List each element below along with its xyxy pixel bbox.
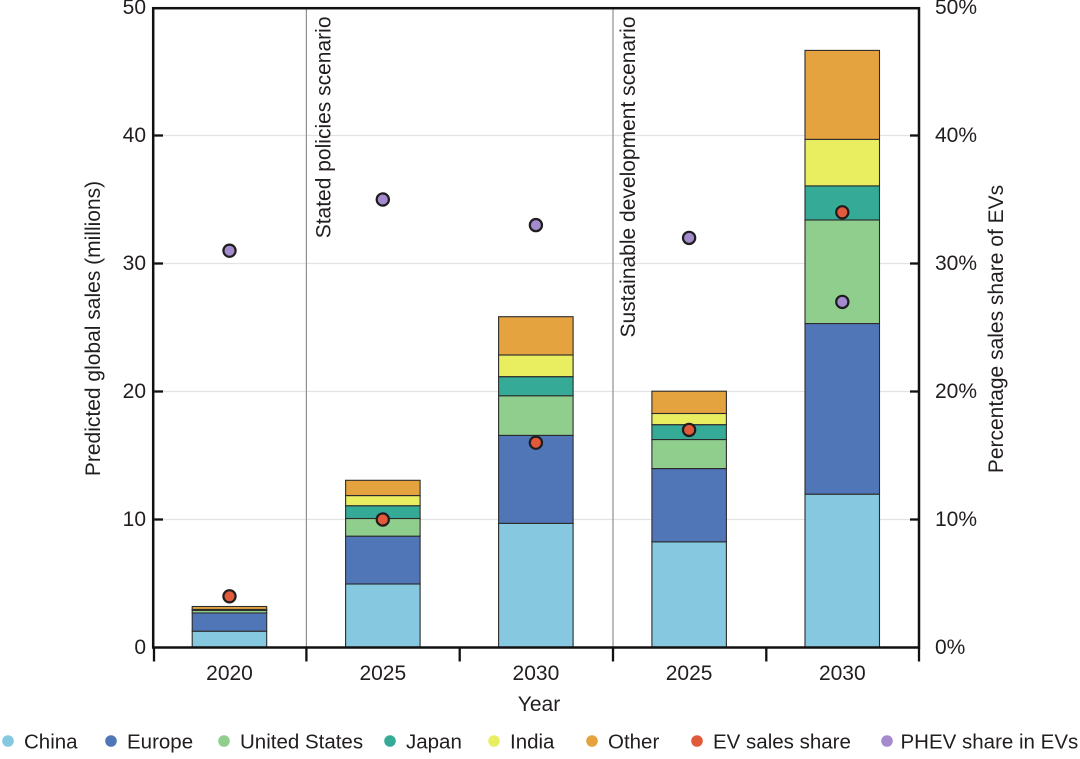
svg-text:Japan: Japan (406, 731, 462, 754)
svg-text:30%: 30% (935, 252, 977, 275)
svg-text:0%: 0% (935, 636, 965, 659)
svg-text:2020: 2020 (206, 662, 253, 685)
svg-text:0: 0 (134, 636, 146, 659)
svg-text:2025: 2025 (359, 662, 406, 685)
svg-text:Percentage sales share of EVs: Percentage sales share of EVs (985, 185, 1008, 473)
svg-text:China: China (24, 731, 78, 754)
svg-text:40%: 40% (935, 124, 977, 147)
svg-text:20%: 20% (935, 380, 977, 403)
svg-text:Europe: Europe (127, 731, 193, 754)
svg-text:Stated policies scenario: Stated policies scenario (313, 17, 336, 239)
svg-text:Other: Other (608, 731, 659, 754)
svg-text:50: 50 (123, 0, 146, 19)
svg-text:Sustainable development scenar: Sustainable development scenario (617, 17, 640, 338)
svg-text:10: 10 (123, 508, 146, 531)
svg-text:2030: 2030 (819, 662, 866, 685)
svg-text:PHEV share in EVs: PHEV share in EVs (901, 731, 1079, 754)
svg-text:Year: Year (518, 693, 560, 716)
svg-text:India: India (510, 731, 555, 754)
svg-text:40: 40 (123, 124, 146, 147)
svg-text:50%: 50% (935, 0, 977, 19)
svg-text:10%: 10% (935, 508, 977, 531)
svg-text:2025: 2025 (666, 662, 713, 685)
svg-text:20: 20 (123, 380, 146, 403)
svg-text:Predicted global sales (millio: Predicted global sales (millions) (82, 181, 105, 476)
svg-text:30: 30 (123, 252, 146, 275)
svg-text:United States: United States (240, 731, 363, 754)
svg-text:EV sales share: EV sales share (713, 731, 851, 754)
svg-text:2030: 2030 (513, 662, 560, 685)
